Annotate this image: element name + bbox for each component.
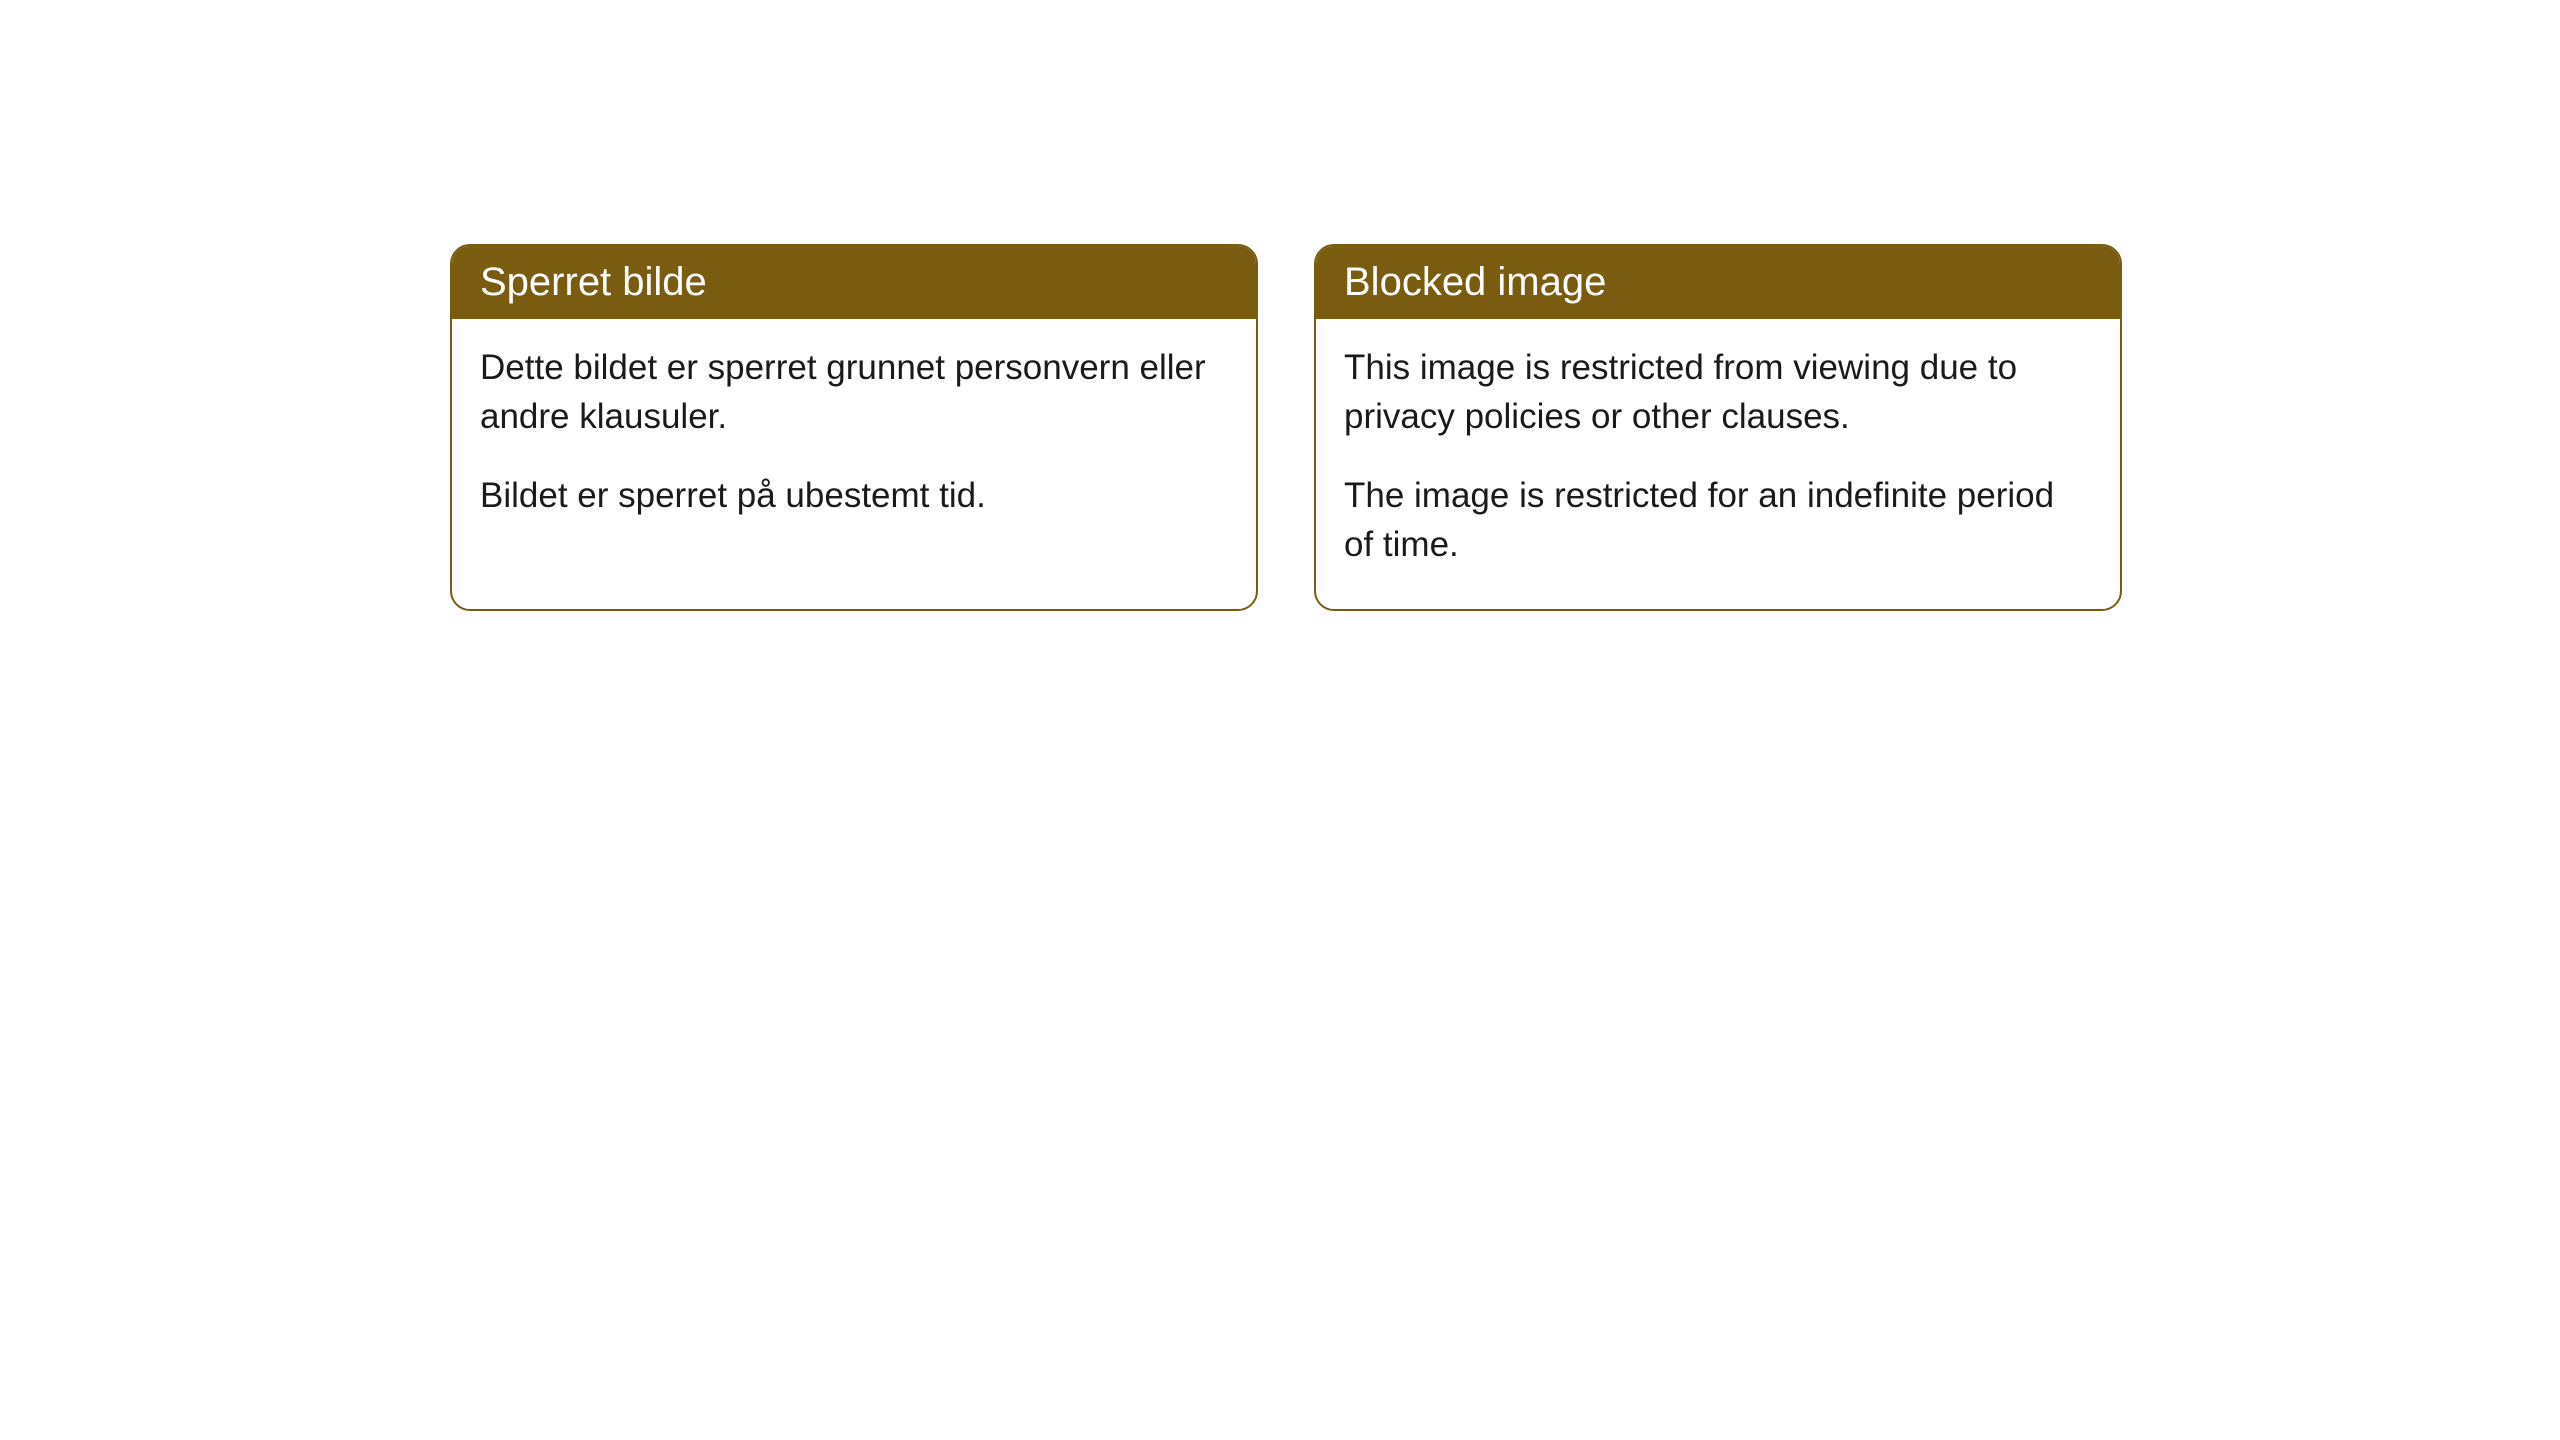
card-paragraph: Bildet er sperret på ubestemt tid.: [480, 471, 1228, 520]
card-header: Blocked image: [1316, 246, 2120, 319]
notice-card-norwegian: Sperret bilde Dette bildet er sperret gr…: [450, 244, 1258, 611]
card-paragraph: This image is restricted from viewing du…: [1344, 343, 2092, 441]
card-title: Sperret bilde: [480, 260, 707, 304]
card-paragraph: Dette bildet er sperret grunnet personve…: [480, 343, 1228, 441]
card-paragraph: The image is restricted for an indefinit…: [1344, 471, 2092, 569]
card-body: This image is restricted from viewing du…: [1316, 319, 2120, 609]
card-header: Sperret bilde: [452, 246, 1256, 319]
card-body: Dette bildet er sperret grunnet personve…: [452, 319, 1256, 560]
notice-cards-container: Sperret bilde Dette bildet er sperret gr…: [450, 244, 2122, 611]
notice-card-english: Blocked image This image is restricted f…: [1314, 244, 2122, 611]
card-title: Blocked image: [1344, 260, 1606, 304]
